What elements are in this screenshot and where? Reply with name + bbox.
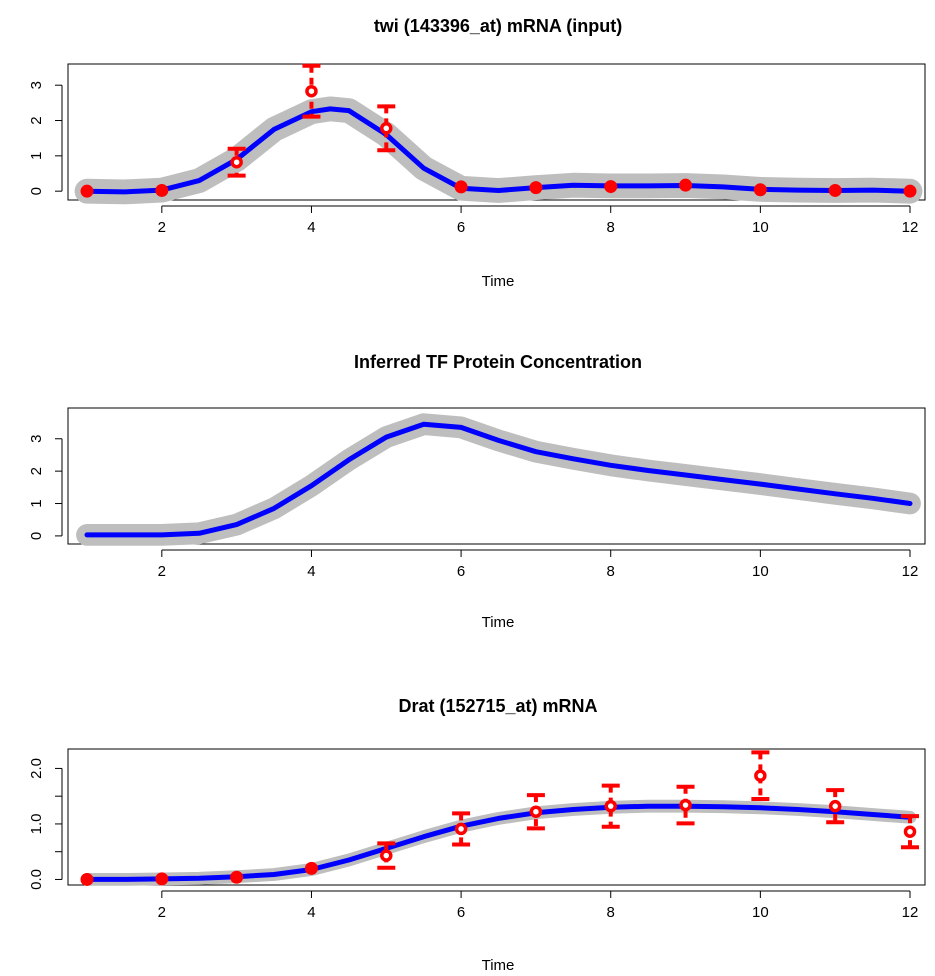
data-point xyxy=(230,870,244,884)
data-point xyxy=(454,180,468,194)
panel-tf-protein: Inferred TF Protein Concentration 2 4 6 8 10… xyxy=(28,352,926,631)
data-point-group xyxy=(604,180,618,194)
data-point xyxy=(529,805,543,818)
plot-frame xyxy=(67,407,926,545)
data-point xyxy=(753,183,767,197)
data-point-group xyxy=(526,793,545,831)
x-tick-label: 8 xyxy=(607,563,615,580)
data-point-group xyxy=(377,841,396,870)
y-tick-label: 2.0 xyxy=(28,758,45,779)
x-tick-label: 4 xyxy=(307,563,315,580)
fitted-line xyxy=(84,803,913,882)
data-point-group xyxy=(227,146,246,178)
data-point-group xyxy=(304,861,318,875)
data-point-group xyxy=(377,104,396,153)
data-point xyxy=(828,183,842,197)
data-point xyxy=(304,861,318,875)
y-tick-label: 1 xyxy=(28,499,45,507)
x-axis-label: Time xyxy=(482,614,515,631)
x-axis-label: Time xyxy=(482,957,515,974)
x-tick-label: 2 xyxy=(158,563,166,580)
confidence-band xyxy=(74,96,923,205)
data-point-group xyxy=(230,870,244,884)
x-tick-label: 8 xyxy=(607,904,615,921)
panel-twi-mrna: twi (143396_at) mRNA (input) 2 4 6 8 10 12012… xyxy=(28,16,926,290)
y-tick-label: 3 xyxy=(28,81,45,89)
y-tick-label: 0.0 xyxy=(28,869,45,890)
x-tick-label: 12 xyxy=(902,563,919,580)
data-point xyxy=(679,798,692,812)
data-point xyxy=(754,769,767,782)
y-tick-label: 0 xyxy=(28,532,45,540)
data-point-group xyxy=(155,183,169,197)
data-point-group xyxy=(452,811,471,847)
x-tick-label: 12 xyxy=(902,904,919,921)
x-tick-label: 4 xyxy=(307,904,315,921)
x-tick-label: 6 xyxy=(457,904,465,921)
x-tick-label: 4 xyxy=(307,219,315,236)
data-point xyxy=(380,849,393,862)
x-tick-label: 8 xyxy=(607,219,615,236)
data-point xyxy=(604,180,618,194)
x-tick-label: 2 xyxy=(158,219,166,236)
x-tick-label: 10 xyxy=(752,563,769,580)
fitted-line xyxy=(84,421,913,538)
data-point-group xyxy=(302,63,321,119)
panel-drat-mrna: Drat (152715_at) mRNA 2 4 6 8 10 120.01.02.0 … xyxy=(28,696,926,974)
data-point-group xyxy=(679,178,693,192)
x-tick-label: 12 xyxy=(902,219,919,236)
y-tick-label: 0 xyxy=(28,187,45,195)
data-point xyxy=(903,825,917,838)
data-point xyxy=(80,872,94,886)
data-point-group xyxy=(80,872,94,886)
data-point xyxy=(454,822,468,836)
y-tick-label: 1 xyxy=(28,152,45,160)
data-point-group xyxy=(826,788,845,825)
data-point xyxy=(903,184,917,198)
data-point-group xyxy=(529,181,543,195)
data-point-group xyxy=(676,784,695,826)
data-point-group xyxy=(903,184,917,198)
y-tick-label: 2 xyxy=(28,467,45,475)
data-point-group xyxy=(828,183,842,197)
x-tick-label: 10 xyxy=(752,904,769,921)
data-point xyxy=(828,799,842,813)
data-point xyxy=(230,155,243,169)
data-point-group xyxy=(753,183,767,197)
data-point xyxy=(155,872,169,886)
chart-title: Drat (152715_at) mRNA xyxy=(398,696,597,716)
data-point xyxy=(604,799,617,813)
x-tick-label: 2 xyxy=(158,904,166,921)
chart-title: Inferred TF Protein Concentration xyxy=(354,352,642,372)
data-point xyxy=(305,84,318,98)
y-tick-label: 3 xyxy=(28,435,45,443)
data-point-group xyxy=(454,180,468,194)
x-axis-label: Time xyxy=(482,273,515,290)
data-point xyxy=(80,184,94,198)
x-tick-label: 10 xyxy=(752,219,769,236)
data-point xyxy=(380,122,393,135)
data-point-group xyxy=(601,783,620,829)
plot-frame xyxy=(67,748,926,886)
data-point xyxy=(529,181,543,195)
data-point-group xyxy=(751,750,770,801)
data-point xyxy=(155,183,169,197)
data-point xyxy=(679,178,693,192)
y-tick-label: 2 xyxy=(28,116,45,124)
data-point-group xyxy=(80,184,94,198)
x-tick-label: 6 xyxy=(457,219,465,236)
data-point-group xyxy=(155,872,169,886)
chart-title: twi (143396_at) mRNA (input) xyxy=(374,16,622,36)
data-point-group xyxy=(901,814,919,850)
x-tick-label: 6 xyxy=(457,563,465,580)
y-tick-label: 1.0 xyxy=(28,814,45,835)
